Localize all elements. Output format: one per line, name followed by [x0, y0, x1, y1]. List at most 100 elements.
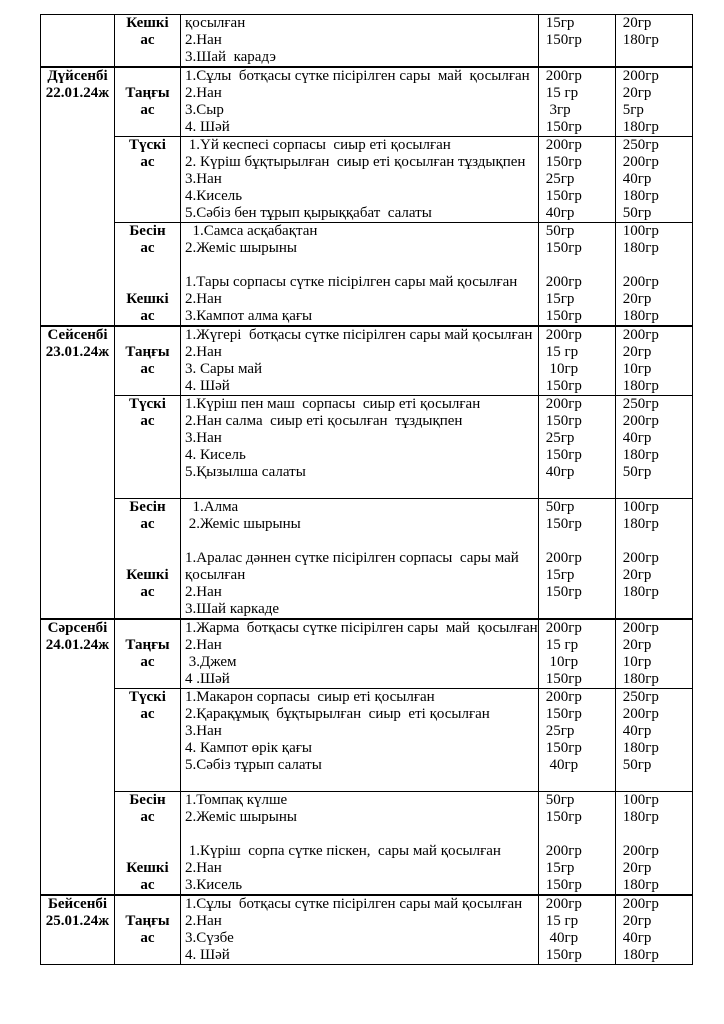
meal-label: Таңғы — [125, 913, 170, 929]
menu-item: 2. Күріш бұқтырылған сиыр еті қосылған т… — [185, 154, 526, 170]
portion-value: 25гр — [545, 171, 575, 187]
portion-value: 50гр — [622, 757, 652, 773]
portion-value: 5гр — [622, 102, 644, 118]
portion-large-cell: 200гр 20гр 5гр 180гр — [614, 66, 693, 137]
meal-label — [116, 447, 180, 464]
portion-value — [539, 601, 614, 618]
portion-value: 200гр — [622, 68, 659, 84]
table-row-mon-snack-dinner: Бесін ас Кешкі ас 1.Самса асқабақтан 2.Жеміс… — [41, 222, 693, 327]
portion-value: 10гр — [622, 361, 652, 377]
portion-value: 250гр — [622, 137, 659, 154]
meal-cell: Бесін ас Кешкі ас — [114, 791, 181, 896]
menu-item: 3. Сары май — [185, 361, 263, 377]
portion-value: 100гр — [622, 223, 659, 239]
menu-item: 2.Нан — [185, 32, 222, 48]
portion-value: 200гр — [622, 843, 659, 859]
meal-label — [116, 843, 180, 860]
menu-item: 2.Нан — [185, 860, 222, 876]
menu-item: 4 .Шәй — [185, 671, 230, 687]
meal-label — [116, 757, 180, 774]
portion-value: 20гр — [622, 567, 652, 583]
portion-value — [539, 533, 614, 550]
portion-value — [539, 257, 614, 274]
meal-label — [116, 257, 180, 274]
menu-item: 1.Томпақ күлше — [185, 792, 288, 808]
meal-label: ас — [140, 584, 155, 600]
table-row-wed-snack-dinner: Бесін ас Кешкі ас 1.Томпақ күлше 2.Жеміс шыры… — [41, 791, 693, 896]
portion-value — [616, 49, 691, 66]
meal-label: Кешкі — [126, 860, 169, 876]
meal-label: ас — [140, 361, 155, 377]
portion-large-cell: 250гр 200гр 40гр 180гр 50гр — [614, 395, 693, 499]
meal-label: Түскі — [129, 137, 166, 154]
portion-value: 250гр — [622, 689, 659, 706]
menu-item: 2.Нан салма сиыр еті қосылған тұздықпен — [185, 413, 463, 429]
meal-label: Түскі — [129, 689, 166, 706]
menu-item: 2.Нан — [185, 344, 222, 360]
portion-value — [539, 481, 614, 498]
portion-value: 150гр — [545, 447, 582, 463]
portion-value: 40гр — [545, 464, 575, 480]
portion-value: 150гр — [545, 32, 582, 48]
meal-schedule-table: Кешкі ас қосылған 2.Нан 3.Шай карадэ 15гр 150г… — [40, 14, 693, 965]
day-date: 22.01.24ж — [45, 85, 110, 101]
portion-value: 200гр — [545, 843, 582, 859]
document-page: Кешкі ас қосылған 2.Нан 3.Шай карадэ 15гр 150г… — [40, 14, 693, 965]
table-row-tue-snack-dinner: Бесін ас Кешкі ас 1.Алма 2.Жеміс шырыны 1.Ар… — [41, 498, 693, 620]
meal-label: Түскі — [129, 396, 166, 413]
portion-value: 100гр — [622, 792, 659, 808]
meal-label — [116, 550, 180, 567]
day-cell — [40, 14, 115, 68]
portion-value: 20гр — [622, 15, 652, 31]
meal-label: ас — [140, 413, 155, 429]
day-cell: Сейсенбі 23.01.24ж — [40, 325, 115, 620]
day-label: Бейсенбі — [47, 896, 108, 912]
menu-cell: қосылған 2.Нан 3.Шай карадэ — [180, 14, 539, 68]
meal-label: ас — [140, 240, 155, 256]
portion-value: 150гр — [545, 740, 582, 756]
portion-value: 150гр — [545, 584, 582, 600]
meal-cell: Кешкі ас — [114, 14, 181, 68]
menu-item: 4. Шәй — [185, 378, 230, 394]
menu-item — [181, 481, 537, 498]
day-date: 24.01.24ж — [45, 637, 110, 653]
menu-item: 1.Жүгері ботқасы сүтке пісірілген сары м… — [185, 327, 533, 343]
menu-cell: 1.Жарма ботқасы сүтке пісірілген сары ма… — [180, 618, 539, 689]
menu-cell: 1.Самса асқабақтан 2.Жеміс шырыны 1.Тары с… — [180, 222, 539, 327]
meal-label — [116, 774, 180, 791]
portion-value — [616, 774, 691, 791]
portion-value: 25гр — [545, 430, 575, 446]
meal-label: Бесін — [129, 499, 166, 515]
menu-item: 1.Үй кеспесі сорпасы сиыр еті қосылған — [185, 137, 451, 154]
portion-value: 150гр — [545, 877, 582, 893]
menu-item: 3.Нан — [185, 723, 222, 739]
menu-cell: 1.Томпақ күлше 2.Жеміс шырыны 1.Күріш сор… — [180, 791, 539, 896]
portion-value: 50гр — [545, 223, 575, 239]
portion-value: 10гр — [545, 361, 579, 377]
portion-value: 50гр — [545, 792, 575, 808]
portion-value: 50гр — [622, 464, 652, 480]
menu-item: 4.Кисель — [185, 188, 243, 204]
portion-value: 150гр — [545, 308, 582, 324]
portion-value — [616, 257, 691, 274]
meal-cell: Түскі ас — [114, 688, 181, 792]
meal-cell: Бесін ас Кешкі ас — [114, 498, 181, 620]
portion-value: 150гр — [545, 119, 582, 135]
portion-value: 20гр — [622, 291, 652, 307]
day-date: 25.01.24ж — [45, 913, 110, 929]
menu-item: 2.Нан — [185, 291, 222, 307]
portion-value: 150гр — [545, 240, 582, 256]
portion-value: 200гр — [622, 896, 659, 912]
portion-value: 40гр — [622, 723, 652, 739]
portion-value: 150гр — [545, 947, 582, 963]
portion-value: 150гр — [545, 809, 582, 825]
meal-cell: Бесін ас Кешкі ас — [114, 222, 181, 327]
table-body: Кешкі ас қосылған 2.Нан 3.Шай карадэ 15гр 150г… — [40, 14, 693, 965]
portion-value: 40гр — [622, 171, 652, 187]
portion-value: 150гр — [545, 188, 582, 204]
portion-value: 180гр — [622, 947, 659, 963]
portion-value: 180гр — [622, 447, 659, 463]
meal-label: ас — [140, 154, 155, 170]
menu-item: 2.Жеміс шырыны — [185, 516, 301, 532]
meal-label: ас — [140, 706, 155, 722]
